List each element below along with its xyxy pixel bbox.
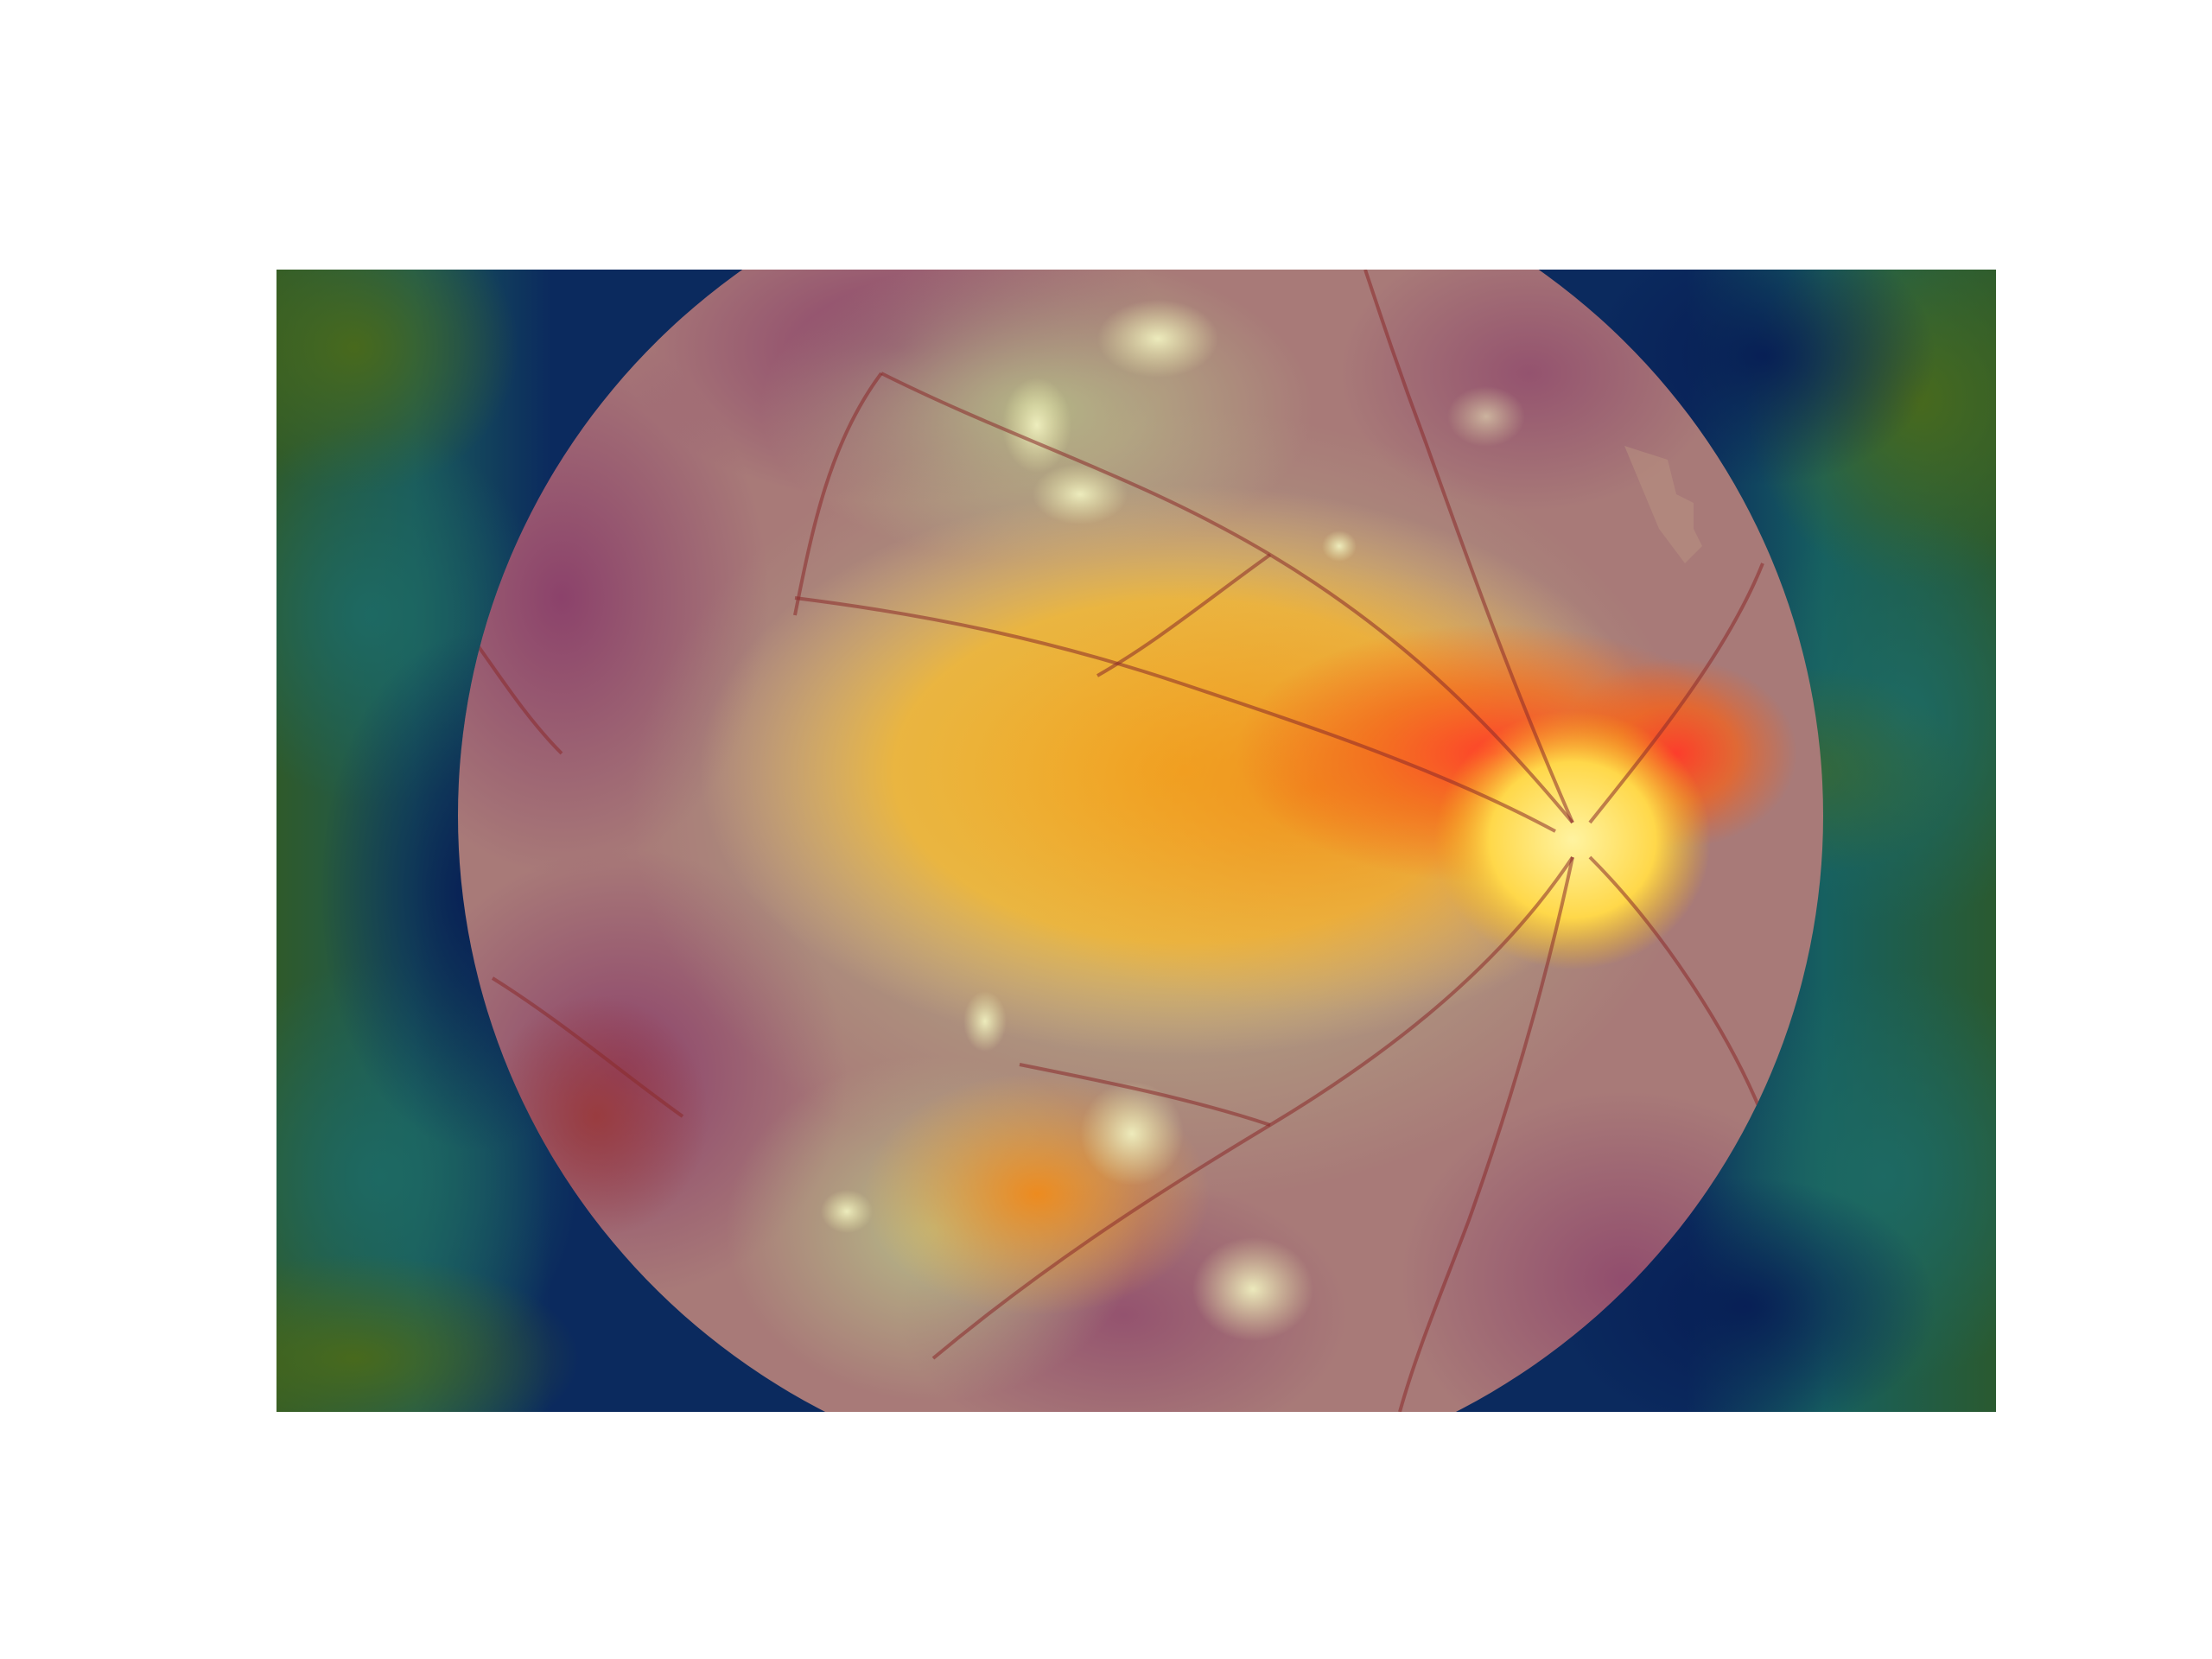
retinal-vessels bbox=[458, 270, 1764, 1412]
fundus-heatmap-svg bbox=[276, 270, 1996, 1412]
fundus-heatmap-image bbox=[276, 270, 1996, 1412]
fundus-disc bbox=[458, 270, 1823, 1412]
disc-edge-notch bbox=[1624, 446, 1702, 563]
